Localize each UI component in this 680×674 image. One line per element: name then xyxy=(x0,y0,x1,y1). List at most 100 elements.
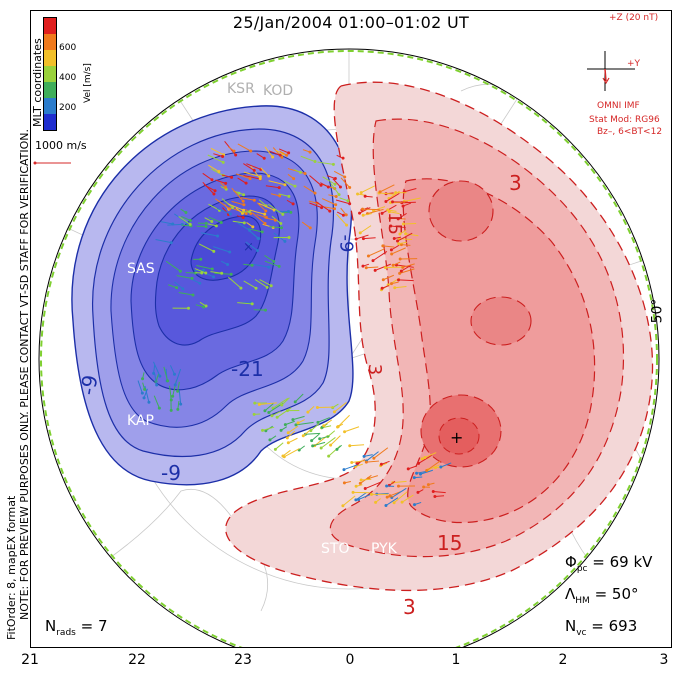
velocity-vector xyxy=(265,185,280,189)
velocity-vector-origin xyxy=(293,400,297,404)
velocity-vector xyxy=(335,199,350,205)
velocity-vector-origin xyxy=(287,151,291,155)
velocity-vector xyxy=(310,422,320,432)
velocity-vector xyxy=(418,454,432,464)
mlt-label-2: 2 xyxy=(558,652,568,668)
velocity-vector-origin xyxy=(391,263,395,267)
velocity-vector-origin xyxy=(287,194,291,198)
velocity-vector xyxy=(227,276,242,289)
velocity-vector-origin xyxy=(354,498,358,502)
velocity-vector xyxy=(258,199,267,207)
velocity-vector-origin xyxy=(389,248,393,252)
velocity-vector-origin xyxy=(398,232,402,236)
velocity-vector xyxy=(231,200,245,206)
velocity-vector xyxy=(340,177,351,188)
velocity-vector-origin xyxy=(158,374,162,378)
velocity-vector xyxy=(221,174,232,178)
velocity-vector xyxy=(260,167,270,177)
svg-text:+: + xyxy=(450,428,463,447)
velocity-vector xyxy=(246,163,261,170)
velocity-vector-origin xyxy=(282,455,286,459)
mlt-label-3: 3 xyxy=(659,652,669,668)
velocity-vector xyxy=(208,216,222,223)
heppner-maynard-latitude: ΛHM = 50° xyxy=(565,585,639,606)
velocity-vector-origin xyxy=(261,428,265,432)
velocity-vector-origin xyxy=(379,462,383,466)
velocity-vector xyxy=(321,198,336,206)
velocity-vector-origin xyxy=(212,249,216,253)
velocity-vector-origin xyxy=(210,267,214,271)
velocity-vector-origin xyxy=(202,305,206,309)
velocity-vector-origin xyxy=(265,285,269,289)
velocity-vector-origin xyxy=(256,249,260,253)
velocity-vector-origin xyxy=(397,278,401,282)
velocity-vector xyxy=(143,388,148,399)
velocity-vector xyxy=(252,212,266,224)
velocity-vector-origin xyxy=(262,156,266,160)
velocity-vector xyxy=(305,432,321,435)
velocity-vectors xyxy=(137,140,452,508)
cross-polar-potential: Φpc = 69 kV xyxy=(565,553,653,574)
velocity-vector xyxy=(391,487,407,498)
velocity-vector-origin xyxy=(270,414,274,418)
velocity-vector xyxy=(215,179,226,184)
velocity-vector xyxy=(264,146,274,158)
velocity-vector-origin xyxy=(204,225,208,229)
velocity-vector-origin xyxy=(242,208,246,212)
station-label-kod: KOD xyxy=(263,83,294,99)
velocity-vector xyxy=(344,426,360,433)
velocity-vector-origin xyxy=(232,149,236,153)
velocity-vector xyxy=(176,275,193,279)
velocity-vector-origin xyxy=(184,211,188,215)
velocity-vector xyxy=(207,154,224,163)
velocity-vector-origin xyxy=(316,420,320,424)
velocity-vector-origin xyxy=(188,218,192,222)
velocity-vector xyxy=(210,168,224,176)
velocity-vector-origin xyxy=(362,454,366,458)
velocity-vector-origin xyxy=(390,252,394,256)
map-frame: × + 25/Jan/2004 01:00–01:02 UT xyxy=(30,10,672,648)
velocity-vector-origin xyxy=(393,286,397,290)
velocity-vector xyxy=(272,397,289,409)
velocity-vector-origin xyxy=(319,446,323,450)
velocity-vector xyxy=(250,165,261,180)
velocity-vector xyxy=(362,208,380,211)
velocity-vector xyxy=(237,143,251,152)
velocity-vector-origin xyxy=(200,271,204,275)
velocity-vector-origin xyxy=(254,286,258,290)
velocity-vector-origin xyxy=(286,210,290,214)
station-label-ksr: KSR xyxy=(227,81,255,97)
velocity-vector-origin xyxy=(398,271,402,275)
velocity-vector-origin xyxy=(250,302,254,306)
velocity-vector-origin xyxy=(390,282,394,286)
colorbar-swatch xyxy=(44,50,56,66)
velocity-vector-origin xyxy=(333,207,337,211)
velocity-vector-origin xyxy=(439,465,443,469)
velocity-vector xyxy=(208,203,220,211)
velocity-vector xyxy=(383,274,395,281)
velocity-vector-origin xyxy=(338,185,342,189)
velocity-vector-origin xyxy=(394,191,398,195)
velocity-vector-origin xyxy=(351,490,355,494)
velocity-vector xyxy=(259,279,272,287)
velocity-vector xyxy=(288,437,298,444)
velocity-vector-origin xyxy=(217,170,221,174)
velocity-vector xyxy=(393,491,408,504)
velocity-vector-origin xyxy=(387,210,391,214)
velocity-vector xyxy=(401,494,414,503)
velocity-vector-origin xyxy=(342,481,346,485)
velocity-vector xyxy=(397,212,407,220)
velocity-vector-origin xyxy=(155,383,159,387)
velocity-vector xyxy=(215,198,231,210)
velocity-vector-origin xyxy=(294,423,298,427)
velocity-vector-origin xyxy=(413,503,417,507)
velocity-vector-origin xyxy=(433,466,437,470)
velocity-vector xyxy=(336,213,347,226)
velocity-vector xyxy=(404,197,421,202)
velocity-vector xyxy=(256,214,267,218)
velocity-vector xyxy=(311,433,320,441)
velocity-vector-origin xyxy=(348,444,352,448)
velocity-vector-origin xyxy=(404,232,408,236)
velocity-vector xyxy=(235,173,251,180)
colorbar-tick-200: 200 xyxy=(59,103,77,113)
